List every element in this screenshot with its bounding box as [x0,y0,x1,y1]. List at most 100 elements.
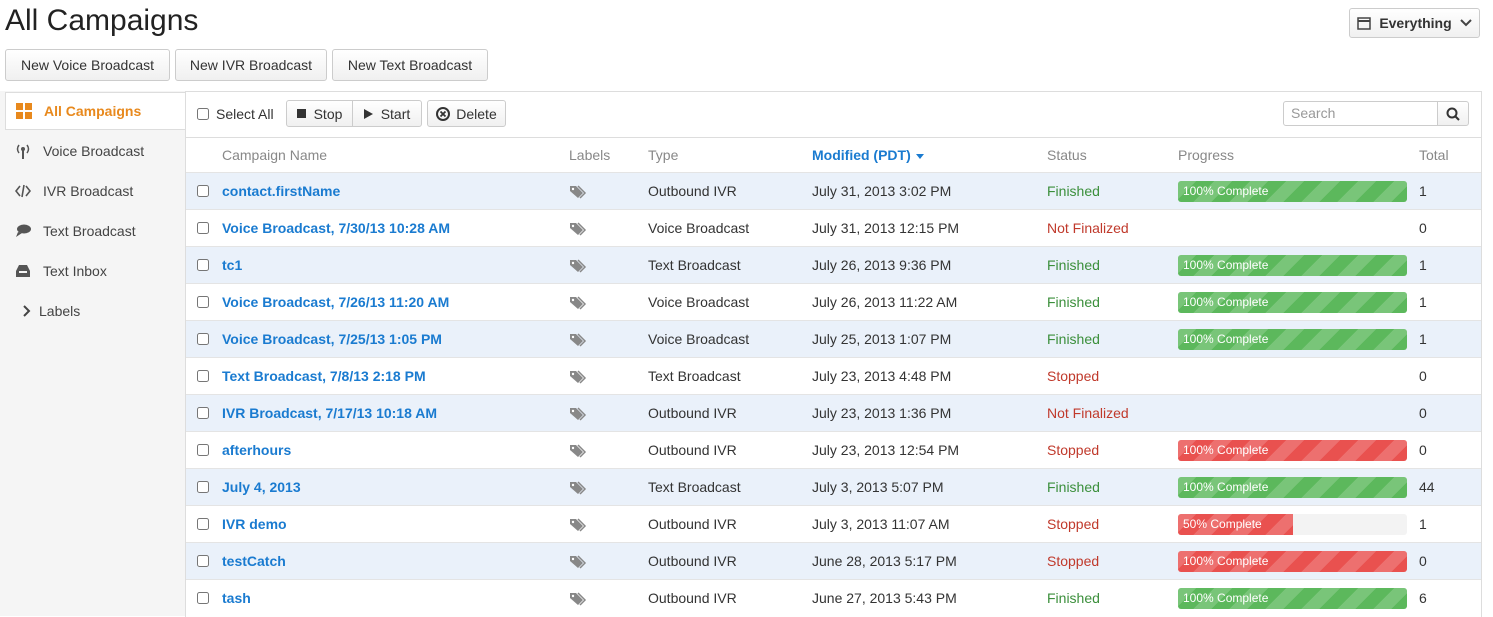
labels-icon[interactable] [570,407,588,421]
labels-icon[interactable] [570,481,588,495]
new-voice-button[interactable]: New Voice Broadcast [5,49,170,81]
sidebar-item[interactable]: IVR Broadcast [5,172,186,210]
labels-icon[interactable] [570,444,588,458]
status: Not Finalized [1047,405,1129,421]
sidebar-item[interactable]: All Campaigns [5,92,186,130]
labels-icon[interactable] [570,555,588,569]
delete-button[interactable]: Delete [427,100,506,127]
progress-bar: 100% Complete [1178,440,1407,461]
labels-icon[interactable] [570,370,588,384]
row-checkbox[interactable] [197,296,209,308]
modified-date: June 27, 2013 5:43 PM [812,590,957,606]
divider [186,137,1481,138]
search-button[interactable] [1437,101,1469,126]
progress-bar: 100% Complete [1178,292,1407,313]
progress-label: 100% Complete [1183,295,1269,309]
sidebar-icon [15,184,31,198]
table-row: afterhours Outbound IVR July 23, 2013 12:5… [186,431,1481,468]
modified-date: July 26, 2013 9:36 PM [812,257,952,273]
sidebar-labels[interactable]: Labels [5,292,186,330]
progress-label: 50% Complete [1183,517,1262,531]
sidebar-label: Text Inbox [43,263,107,279]
row-checkbox[interactable] [197,370,209,382]
progress-bar: 100% Complete [1178,588,1407,609]
row-checkbox[interactable] [197,518,209,530]
sidebar-item[interactable]: Text Inbox [5,252,186,290]
labels-icon[interactable] [570,592,588,606]
select-all-label: Select All [216,106,274,122]
stop-button[interactable]: Stop [286,100,353,127]
column-header: Progress [1178,147,1235,163]
labels-icon[interactable] [570,259,588,273]
progress-fill: 100% Complete [1178,477,1407,498]
sidebar-icon [16,224,31,237]
campaign-name[interactable]: IVR Broadcast, 7/17/13 10:18 AM [222,405,438,421]
total: 0 [1419,405,1427,421]
labels-icon[interactable] [570,518,588,532]
campaign-name[interactable]: testCatch [222,553,286,569]
campaign-name[interactable]: contact.firstName [222,183,341,199]
chevron-icon [1459,19,1472,27]
delete-label: Delete [456,105,497,122]
labels-icon[interactable] [570,185,588,199]
row-checkbox[interactable] [197,407,209,419]
search-input[interactable]: Search [1283,101,1438,126]
labels-icon[interactable] [570,333,588,347]
table-row: Text Broadcast, 7/8/13 2:18 PM Text Broad… [186,357,1481,394]
campaign-type: Outbound IVR [648,442,737,458]
modified-date: July 26, 2013 11:22 AM [812,294,958,310]
campaign-name[interactable]: IVR demo [222,516,287,532]
select-all-checkbox[interactable] [197,108,209,120]
status: Finished [1047,257,1100,273]
total: 0 [1419,442,1427,458]
sidebar-item[interactable]: Voice Broadcast [5,132,186,170]
new-text-button[interactable]: New Text Broadcast [332,49,488,81]
campaign-name[interactable]: tash [222,590,251,606]
progress-fill: 100% Complete [1178,551,1407,572]
progress-label: 100% Complete [1183,258,1269,272]
labels-icon[interactable] [570,222,588,236]
row-checkbox[interactable] [197,592,209,604]
sidebar: All Campaigns Voice Broadcast IVR Broadcas… [0,91,186,616]
progress-label: 100% Complete [1183,443,1269,457]
campaign-name[interactable]: July 4, 2013 [222,479,301,495]
new-ivr-button[interactable]: New IVR Broadcast [175,49,327,81]
campaign-type: Text Broadcast [648,368,741,384]
row-checkbox[interactable] [197,481,209,493]
row-checkbox[interactable] [197,185,209,197]
campaign-name[interactable]: afterhours [222,442,292,458]
campaign-name[interactable]: Voice Broadcast, 7/25/13 1:05 PM [222,331,442,347]
campaign-type: Voice Broadcast [648,331,750,347]
progress-label: 100% Complete [1183,554,1269,568]
campaign-name[interactable]: Voice Broadcast, 7/26/13 11:20 AM [222,294,450,310]
modified-date: July 31, 2013 3:02 PM [812,183,952,199]
table-row: July 4, 2013 Text Broadcast July 3, 2013 5… [186,468,1481,505]
campaign-name[interactable]: tc1 [222,257,243,273]
chevron-icon [23,305,31,317]
row-checkbox[interactable] [197,222,209,234]
campaign-name[interactable]: Text Broadcast, 7/8/13 2:18 PM [222,368,426,384]
total: 0 [1419,368,1427,384]
modified-date: July 25, 2013 1:07 PM [812,331,952,347]
column-header[interactable]: Modified (PDT) [812,138,924,172]
row-checkbox[interactable] [197,333,209,345]
progress-fill: 100% Complete [1178,181,1407,202]
campaign-type: Outbound IVR [648,516,737,532]
start-button[interactable]: Start [352,100,422,127]
progress-label: 100% Complete [1183,480,1269,494]
labels-icon[interactable] [570,296,588,310]
filter-dropdown[interactable]: Everything [1349,8,1480,38]
progress-bar: 50% Complete [1178,514,1407,535]
sidebar-item[interactable]: Text Broadcast [5,212,186,250]
status: Finished [1047,479,1100,495]
row-checkbox[interactable] [197,259,209,271]
sidebar-icon [16,144,30,159]
select-all[interactable]: Select All [197,106,274,122]
row-checkbox[interactable] [197,555,209,567]
row-checkbox[interactable] [197,444,209,456]
table-row: contact.firstName Outbound IVR July 31, 20… [186,172,1481,209]
campaign-name[interactable]: Voice Broadcast, 7/30/13 10:28 AM [222,220,450,236]
table-row: Voice Broadcast, 7/26/13 11:20 AM Voice B… [186,283,1481,320]
table-row: IVR Broadcast, 7/17/13 10:18 AM Outbound … [186,394,1481,431]
